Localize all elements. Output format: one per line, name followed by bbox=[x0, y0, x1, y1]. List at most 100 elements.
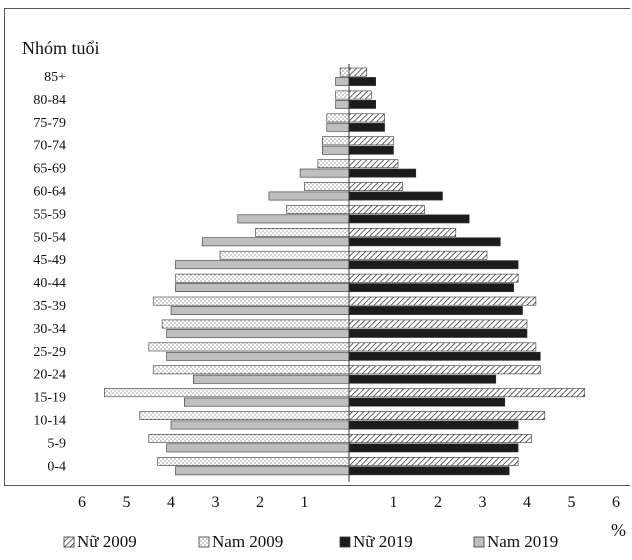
bar-nam-2019-25-29 bbox=[166, 351, 350, 361]
bar-nam-2009-15-19 bbox=[104, 388, 350, 398]
x-tick-labels: 6 5 4 3 2 1 1 2 3 4 5 6 bbox=[78, 494, 620, 511]
legend-label: Nữ 2009 bbox=[77, 532, 137, 551]
y-tick-label: 65-69 bbox=[33, 162, 66, 177]
bar-nữ-2009-75-79 bbox=[348, 113, 385, 123]
bar-nam-2009-85+ bbox=[339, 67, 350, 77]
legend-swatch bbox=[198, 536, 210, 548]
y-tick-label: 50-54 bbox=[33, 230, 66, 245]
bar-nữ-2009-40-44 bbox=[348, 273, 519, 283]
bar-nữ-2009-15-19 bbox=[348, 388, 586, 398]
bar-nam-2019-50-54 bbox=[201, 237, 350, 247]
bar-nam-2009-25-29 bbox=[148, 342, 350, 352]
bar-nam-2019-35-39 bbox=[170, 306, 350, 315]
bar-nam-2009-55-59 bbox=[286, 205, 350, 214]
bar-nữ-2009-65-69 bbox=[348, 159, 399, 169]
bar-nữ-2019-55-59 bbox=[348, 214, 470, 224]
bar-nữ-2019-25-29 bbox=[348, 351, 541, 361]
y-tick-label: 55-59 bbox=[33, 207, 66, 222]
bar-nam-2019-15-19 bbox=[184, 397, 350, 407]
y-tick-label: 15-19 bbox=[33, 391, 66, 406]
y-tick-label: 0-4 bbox=[47, 459, 66, 474]
bar-nữ-2019-70-74 bbox=[348, 145, 394, 155]
x-tick-label: 1 bbox=[301, 494, 309, 511]
bar-nam-2009-35-39 bbox=[152, 296, 350, 306]
bar-nữ-2009-20-24 bbox=[348, 365, 541, 375]
chart-frame bbox=[4, 8, 630, 486]
bar-nữ-2019-30-34 bbox=[348, 328, 528, 338]
bar-nữ-2019-45-49 bbox=[348, 260, 519, 270]
bar-nữ-2019-85+ bbox=[348, 77, 377, 86]
bar-nam-2009-40-44 bbox=[175, 273, 350, 283]
x-tick-label: 2 bbox=[434, 494, 442, 511]
y-tick-label: 45-49 bbox=[33, 253, 66, 268]
bar-nữ-2019-80-84 bbox=[348, 100, 377, 109]
bar-nữ-2009-45-49 bbox=[348, 250, 488, 260]
bar-nam-2019-45-49 bbox=[175, 260, 350, 270]
bar-nam-2019-20-24 bbox=[193, 374, 350, 384]
bar-nam-2009-45-49 bbox=[219, 250, 350, 260]
bar-nam-2009-20-24 bbox=[152, 365, 350, 375]
x-tick-label: 2 bbox=[256, 494, 264, 511]
bar-nam-2019-30-34 bbox=[166, 328, 350, 338]
y-tick-label: 75-79 bbox=[33, 116, 66, 131]
y-tick-label: 25-29 bbox=[33, 345, 66, 360]
legend-swatch bbox=[339, 536, 351, 548]
bar-nữ-2019-0-4 bbox=[348, 466, 510, 476]
y-tick-label: 60-64 bbox=[33, 185, 66, 200]
y-tick-label: 20-24 bbox=[33, 368, 66, 383]
x-tick-label: 6 bbox=[78, 494, 86, 511]
x-tick-label: 5 bbox=[123, 494, 131, 511]
legend-item: Nữ 2009 bbox=[63, 532, 137, 551]
bar-nam-2019-65-69 bbox=[299, 168, 350, 178]
bar-nữ-2019-5-9 bbox=[348, 443, 519, 453]
bar-nam-2019-60-64 bbox=[268, 191, 350, 201]
bar-nam-2019-5-9 bbox=[166, 443, 350, 453]
bar-nữ-2009-70-74 bbox=[348, 136, 394, 146]
x-axis-unit: % bbox=[611, 520, 626, 540]
x-tick-label: 3 bbox=[479, 494, 487, 511]
legend-swatch bbox=[473, 536, 485, 548]
x-tick-label: 6 bbox=[612, 494, 620, 511]
bar-nam-2019-55-59 bbox=[237, 214, 350, 224]
bar-nam-2019-80-84 bbox=[335, 100, 350, 109]
bar-nữ-2009-35-39 bbox=[348, 296, 537, 306]
bar-nữ-2019-40-44 bbox=[348, 283, 514, 292]
bar-nữ-2019-50-54 bbox=[348, 237, 501, 247]
bar-nữ-2019-15-19 bbox=[348, 397, 506, 407]
bar-nữ-2009-10-14 bbox=[348, 411, 546, 420]
x-tick-label: 5 bbox=[568, 494, 576, 511]
bar-nam-2009-80-84 bbox=[335, 90, 350, 100]
bar-nam-2019-85+ bbox=[335, 77, 350, 86]
y-tick-label: 85+ bbox=[44, 70, 66, 85]
y-tick-labels: 85+ 80-84 75-79 70-74 65-69 60-64 55-59 50-54 45… bbox=[33, 70, 66, 474]
bar-nữ-2009-55-59 bbox=[348, 205, 425, 214]
bar-nữ-2019-35-39 bbox=[348, 306, 523, 315]
y-tick-label: 40-44 bbox=[33, 276, 66, 291]
bar-nam-2009-50-54 bbox=[255, 228, 350, 237]
bar-nam-2019-75-79 bbox=[326, 122, 350, 132]
bar-nam-2009-70-74 bbox=[321, 136, 350, 146]
y-tick-label: 30-34 bbox=[33, 322, 66, 337]
bar-nữ-2019-75-79 bbox=[348, 122, 385, 132]
legend: Nữ 2009 Nam 2009 Nữ 2019 Nam 2019 bbox=[63, 532, 558, 551]
y-tick-label: 5-9 bbox=[47, 436, 66, 451]
bar-nữ-2019-20-24 bbox=[348, 374, 497, 384]
legend-label: Nam 2009 bbox=[212, 532, 283, 551]
legend-item: Nam 2019 bbox=[473, 532, 558, 551]
bar-nam-2019-0-4 bbox=[175, 466, 350, 476]
bar-nam-2009-30-34 bbox=[161, 319, 350, 329]
x-tick-label: 3 bbox=[212, 494, 220, 511]
bar-nữ-2009-85+ bbox=[348, 67, 368, 77]
bar-nữ-2009-5-9 bbox=[348, 434, 532, 443]
bar-nữ-2019-65-69 bbox=[348, 168, 417, 178]
bar-nữ-2019-60-64 bbox=[348, 191, 443, 201]
bar-nữ-2009-60-64 bbox=[348, 182, 403, 191]
x-tick-label: 4 bbox=[167, 494, 175, 511]
bar-nam-2009-10-14 bbox=[139, 411, 350, 420]
bar-nữ-2009-50-54 bbox=[348, 228, 457, 237]
legend-item: Nữ 2019 bbox=[339, 532, 413, 551]
bar-nam-2009-0-4 bbox=[157, 456, 350, 466]
bars-layer bbox=[104, 64, 586, 482]
legend-swatch bbox=[63, 536, 75, 548]
